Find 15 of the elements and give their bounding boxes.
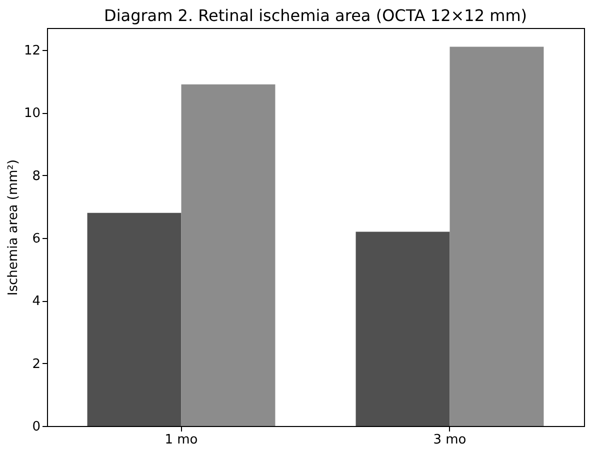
- bar: [181, 84, 276, 426]
- y-axis-title: Ischemia area (mm²): [6, 159, 21, 296]
- bar: [87, 212, 182, 426]
- y-tick-label: 2: [32, 356, 40, 372]
- y-tick-label: 12: [24, 43, 40, 58]
- y-tick-label: 4: [32, 294, 40, 310]
- y-tick-label: 10: [24, 106, 40, 122]
- x-tick-label: 1 mo: [164, 432, 198, 448]
- chart-title: Diagram 2. Retinal ischemia area (OCTA 12×12 mm): [104, 6, 528, 25]
- bar: [450, 46, 544, 426]
- bar: [356, 232, 450, 426]
- x-tick-label: 3 mo: [433, 432, 466, 448]
- y-tick-label: 8: [32, 168, 40, 184]
- y-tick-label: 6: [32, 231, 40, 246]
- y-tick-label: 0: [32, 420, 40, 434]
